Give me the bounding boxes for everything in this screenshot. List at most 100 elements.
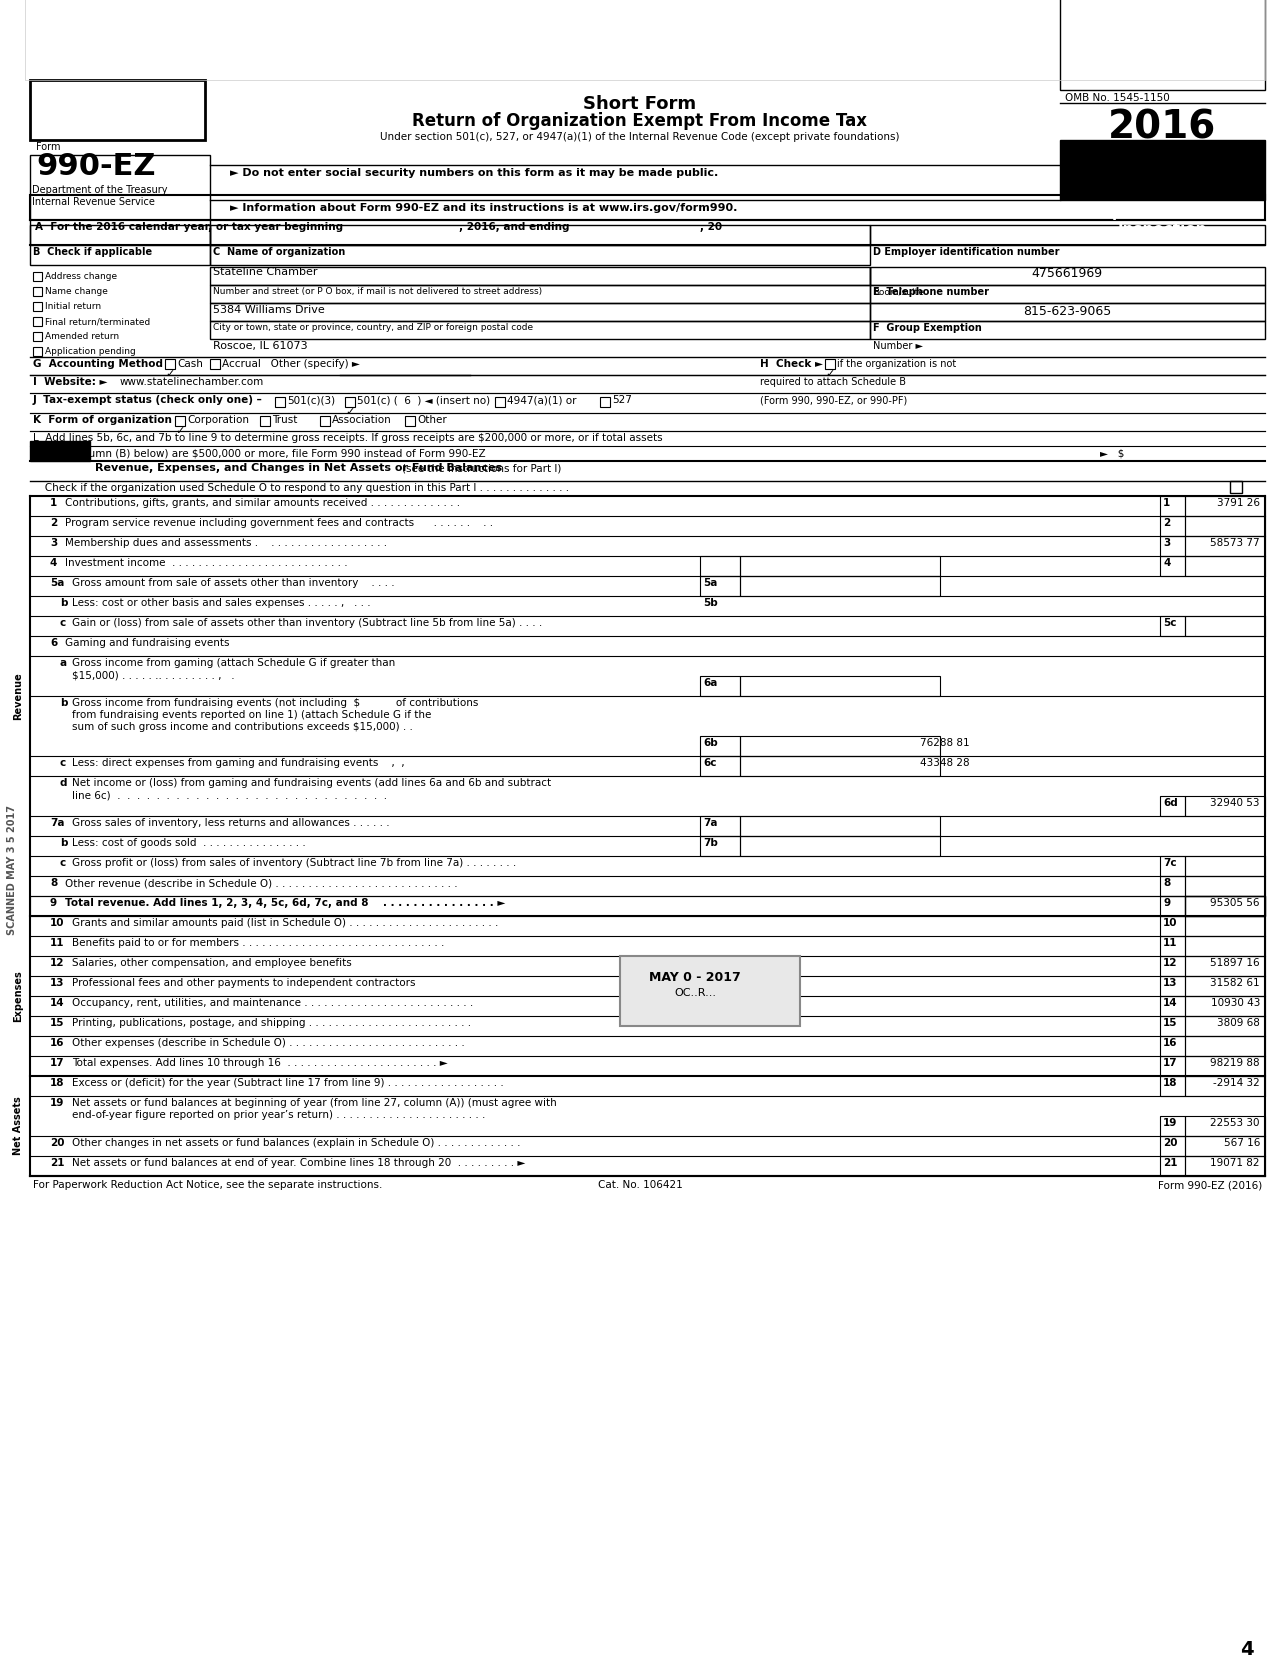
Text: 815-623-9065: 815-623-9065: [1023, 305, 1111, 319]
Bar: [1160, 996, 1185, 1016]
Bar: [210, 320, 870, 339]
Text: 4: 4: [1164, 559, 1170, 569]
Text: ✓: ✓: [346, 407, 355, 417]
Bar: [29, 225, 210, 245]
Bar: [1185, 555, 1265, 575]
Text: 10: 10: [1164, 917, 1178, 927]
Text: Less: cost or other basis and sales expenses . . . . . ,   . . .: Less: cost or other basis and sales expe…: [72, 599, 371, 609]
Bar: [1185, 796, 1265, 816]
Text: K  Form of organization: K Form of organization: [33, 415, 172, 425]
Bar: [210, 225, 870, 245]
Bar: [1160, 1056, 1185, 1076]
Text: 19: 19: [50, 1098, 64, 1108]
Bar: [700, 816, 740, 836]
Text: 4: 4: [50, 559, 58, 569]
Text: Number ►: Number ►: [873, 340, 923, 350]
Text: Short Form: Short Form: [584, 95, 696, 113]
Text: 16: 16: [50, 1037, 64, 1048]
Text: 5384 Williams Drive: 5384 Williams Drive: [212, 305, 325, 315]
Bar: [210, 285, 870, 304]
Text: if the organization is not: if the organization is not: [837, 359, 956, 369]
Bar: [165, 359, 175, 369]
Bar: [1185, 996, 1265, 1016]
Text: 6b: 6b: [703, 737, 718, 747]
Text: 6c: 6c: [703, 757, 717, 767]
Text: 15: 15: [50, 1017, 64, 1027]
Bar: [33, 302, 42, 310]
Text: www.statelinechamber.com: www.statelinechamber.com: [120, 377, 264, 387]
Text: 14: 14: [50, 997, 64, 1007]
Text: 527: 527: [612, 395, 632, 405]
Bar: [175, 415, 186, 425]
Text: G  Accounting Method: G Accounting Method: [33, 359, 163, 369]
Bar: [740, 836, 940, 856]
Bar: [1160, 1076, 1185, 1096]
Text: ► Do not enter social security numbers on this form as it may be made public.: ► Do not enter social security numbers o…: [230, 168, 718, 178]
Text: 11: 11: [50, 937, 64, 947]
Bar: [29, 155, 210, 265]
Text: (see the instructions for Part I): (see the instructions for Part I): [402, 464, 562, 474]
Text: Gross sales of inventory, less returns and allowances . . . . . .: Gross sales of inventory, less returns a…: [72, 817, 389, 827]
Bar: [740, 676, 940, 696]
Text: Association: Association: [332, 415, 392, 425]
Text: c: c: [60, 857, 67, 867]
Text: 19: 19: [1164, 1118, 1178, 1128]
Text: Other expenses (describe in Schedule O) . . . . . . . . . . . . . . . . . . . . : Other expenses (describe in Schedule O) …: [72, 1037, 465, 1048]
Text: b: b: [60, 599, 68, 609]
Bar: [1160, 1136, 1185, 1156]
Text: 2: 2: [1164, 519, 1170, 529]
Text: Return of Organization Exempt From Income Tax: Return of Organization Exempt From Incom…: [412, 112, 868, 130]
Text: Name change: Name change: [45, 287, 108, 295]
Bar: [1060, 0, 1265, 90]
Text: c: c: [60, 619, 67, 627]
Bar: [1160, 956, 1185, 976]
Text: Net Assets: Net Assets: [13, 1096, 23, 1156]
Bar: [1185, 1056, 1265, 1076]
Text: 8: 8: [1164, 877, 1170, 887]
Text: 14: 14: [1164, 997, 1178, 1007]
Bar: [700, 676, 740, 696]
Text: 1: 1: [50, 499, 58, 509]
Bar: [1160, 1036, 1185, 1056]
Bar: [33, 317, 42, 325]
Bar: [1160, 1016, 1185, 1036]
Bar: [700, 736, 740, 756]
Text: Excess or (deficit) for the year (Subtract line 17 from line 9) . . . . . . . . : Excess or (deficit) for the year (Subtra…: [72, 1078, 504, 1088]
Bar: [346, 397, 355, 407]
Text: 20: 20: [1164, 1138, 1178, 1148]
Text: 13: 13: [50, 977, 64, 987]
Text: 3: 3: [50, 539, 58, 549]
Text: -2914 32: -2914 32: [1213, 1078, 1260, 1088]
Text: 18: 18: [1164, 1078, 1178, 1088]
Bar: [1185, 916, 1265, 936]
Text: 16: 16: [1164, 1037, 1178, 1048]
Text: Roscoe, IL 61073: Roscoe, IL 61073: [212, 340, 307, 350]
Text: Occupancy, rent, utilities, and maintenance . . . . . . . . . . . . . . . . . . : Occupancy, rent, utilities, and maintena…: [72, 997, 474, 1007]
Bar: [740, 555, 940, 575]
Text: I  Website: ►: I Website: ►: [33, 377, 108, 387]
Bar: [275, 397, 285, 407]
Bar: [870, 267, 1265, 285]
Bar: [1160, 555, 1185, 575]
Text: 58573 77: 58573 77: [1211, 539, 1260, 549]
Bar: [826, 359, 835, 369]
Text: 9: 9: [50, 897, 58, 907]
Text: 7a: 7a: [50, 817, 64, 827]
Bar: [1185, 936, 1265, 956]
Text: 10930 43: 10930 43: [1211, 997, 1260, 1007]
Bar: [495, 397, 506, 407]
Bar: [870, 285, 1265, 304]
Text: Gain or (loss) from sale of assets other than inventory (Subtract line 5b from l: Gain or (loss) from sale of assets other…: [72, 619, 543, 627]
Bar: [1185, 976, 1265, 996]
Text: 6a: 6a: [703, 677, 717, 687]
Text: Gross income from gaming (attach Schedule G if greater than: Gross income from gaming (attach Schedul…: [72, 657, 396, 667]
Text: Gaming and fundraising events: Gaming and fundraising events: [65, 637, 229, 647]
Text: 10: 10: [50, 917, 64, 927]
Bar: [700, 575, 740, 595]
Text: 8: 8: [50, 877, 58, 887]
Text: Amended return: Amended return: [45, 332, 119, 340]
Bar: [1185, 1136, 1265, 1156]
Text: SCANNED MAY 3 5 2017: SCANNED MAY 3 5 2017: [6, 806, 17, 936]
Text: 95305 56: 95305 56: [1211, 897, 1260, 907]
Text: 43348 28: 43348 28: [920, 757, 970, 767]
